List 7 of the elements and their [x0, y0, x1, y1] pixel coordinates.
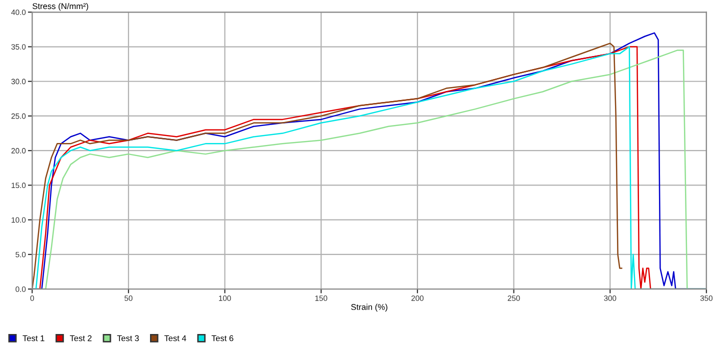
legend-label: Test 3 [117, 335, 139, 342]
legend-label: Test 4 [164, 335, 186, 342]
legend-label: Test 6 [212, 335, 234, 342]
legend-label: Test 2 [70, 335, 92, 342]
x-axis-title: Strain (%) [351, 304, 388, 312]
y-axis-title: Stress (N/mm²) [32, 2, 88, 11]
legend-label: Test 1 [22, 335, 44, 342]
